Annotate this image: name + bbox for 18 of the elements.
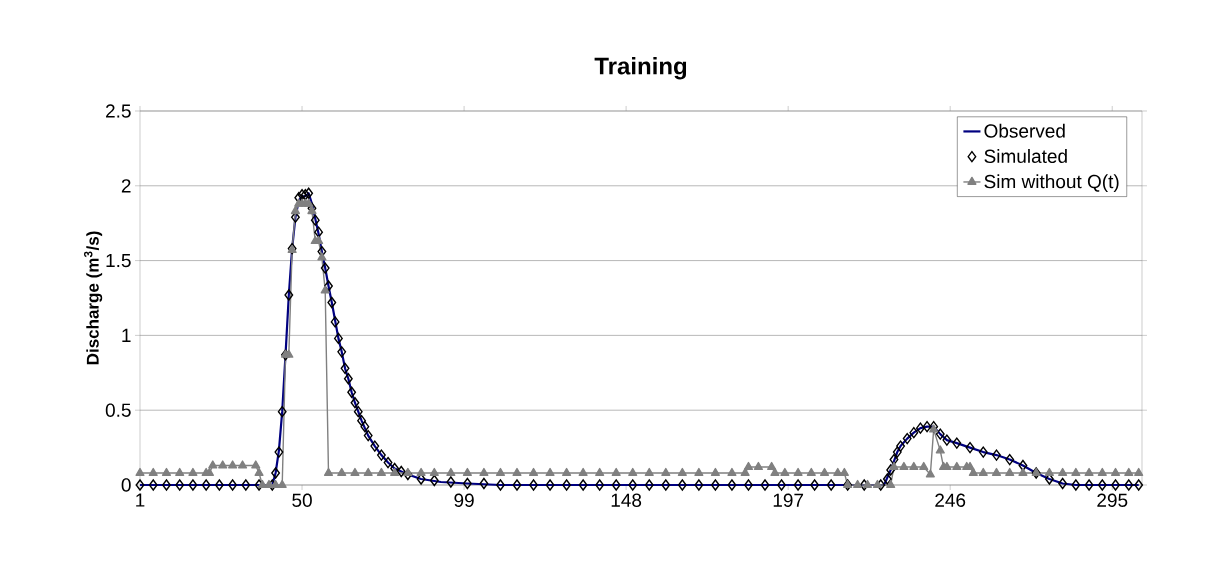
- x-tick-label: 1: [136, 493, 145, 507]
- legend-label: Sim without Q(t): [984, 174, 1119, 193]
- y-tick-label: 1: [122, 328, 131, 342]
- y-tick-label: 2.5: [106, 104, 131, 118]
- chart-title: Training: [594, 56, 687, 80]
- x-tick-label: 99: [454, 493, 474, 507]
- y-tick-label: 2: [121, 179, 131, 193]
- y-tick-label: 0: [121, 478, 131, 492]
- y-axis-title: Discharge (m$^{3}$/s): [84, 231, 103, 365]
- y-tick-label: 0.5: [105, 403, 131, 417]
- x-tick-label: 50: [292, 493, 312, 507]
- legend-label: Observed: [984, 123, 1065, 138]
- x-tick-label: 246: [935, 493, 966, 507]
- x-tick-label: 197: [773, 493, 804, 507]
- y-tick-label: 1.5: [106, 253, 131, 268]
- legend-label: Simulated: [984, 149, 1067, 164]
- x-tick-label: 148: [611, 493, 642, 507]
- x-tick-label: 295: [1097, 493, 1128, 507]
